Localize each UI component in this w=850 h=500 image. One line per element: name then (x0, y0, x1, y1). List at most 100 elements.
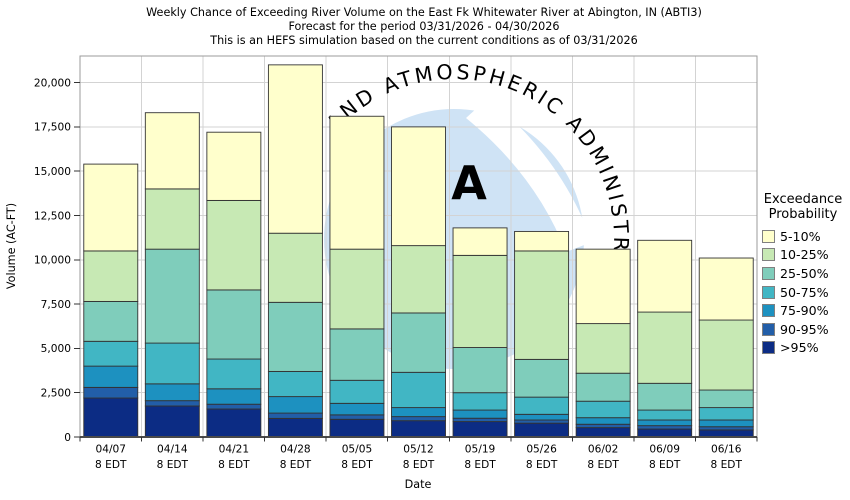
bar-segment (329, 418, 385, 438)
bar-segment (698, 319, 754, 391)
bar-segment (144, 188, 200, 250)
bar-segment (83, 250, 139, 302)
bar-segment (637, 409, 693, 421)
y-tick-label: 0 (64, 432, 71, 444)
legend-item: 50-75% (757, 283, 849, 302)
bar-segment (698, 426, 754, 431)
bar-segment (514, 422, 570, 438)
legend: Exceedance Probability 5-10% 10-25% 25-50%… (757, 192, 849, 357)
chart-subtitle2: This is an HEFS simulation based on the … (209, 34, 637, 47)
bar-segment (391, 312, 446, 373)
x-tick-label-date: 06/16 (711, 444, 742, 456)
bar-segment (329, 248, 385, 330)
x-tick-label-time: 8 EDT (157, 459, 189, 471)
bar-segment (206, 131, 262, 201)
bar-segment (575, 248, 631, 325)
legend-item: >95% (757, 339, 849, 358)
bar-segment (267, 64, 323, 234)
bar-segment (452, 227, 508, 256)
legend-item: 90-95% (757, 320, 849, 339)
legend-label: 90-95% (780, 321, 829, 337)
bar-segment (637, 419, 693, 427)
bar-segment (267, 301, 323, 372)
bar-segment (206, 403, 262, 410)
legend-swatch (762, 304, 775, 318)
bar-segment (391, 420, 446, 438)
bar-segment (514, 250, 570, 360)
bar-segment (637, 239, 693, 313)
y-tick-label: 10,000 (34, 255, 71, 267)
bar-segment (452, 409, 508, 419)
x-tick-label-date: 04/07 (96, 444, 127, 456)
y-tick-label: 5,000 (41, 343, 72, 355)
x-axis-title: Date (405, 478, 432, 491)
bar-segment (267, 232, 323, 303)
legend-swatch (762, 322, 775, 336)
bar-segment (144, 400, 200, 407)
x-tick-label-time: 8 EDT (526, 459, 558, 471)
bar-segment (83, 300, 139, 342)
bar-segment (391, 371, 446, 409)
bar-segment (637, 425, 693, 430)
bar-segment (698, 407, 754, 421)
bar-segment (514, 413, 570, 421)
x-tick-label-time: 8 EDT (587, 459, 619, 471)
bar-segment (206, 358, 262, 390)
bar-segment (83, 397, 139, 438)
bar-segment (637, 311, 693, 384)
x-tick-label-date: 05/05 (342, 444, 373, 456)
chart-subtitle: Forecast for the period 03/31/2026 - 04/… (288, 20, 559, 33)
legend-item: 5-10% (757, 227, 849, 246)
bar-segment (698, 257, 754, 321)
bars (83, 64, 754, 438)
x-tick-label-date: 06/09 (649, 444, 680, 456)
x-tick-label-date: 05/19 (465, 444, 496, 456)
chart-title: Weekly Chance of Exceeding River Volume … (146, 6, 702, 19)
legend-label: 50-75% (780, 284, 829, 300)
legend-title-line2: Probability (768, 206, 838, 222)
bar-segment (83, 163, 139, 252)
bar-segment (83, 340, 139, 367)
bar-segment (452, 347, 508, 394)
bar-segment (206, 199, 262, 291)
x-tick-label-time: 8 EDT (95, 459, 127, 471)
legend-swatch (762, 285, 775, 299)
x-tick-label-time: 8 EDT (403, 459, 435, 471)
bar-segment (452, 417, 508, 423)
bar-segment (514, 419, 570, 424)
legend-items: 5-10% 10-25% 25-50% 50-75% 75-90% 90-95% >95% (757, 227, 849, 357)
legend-swatch (762, 229, 775, 243)
bar-segment (514, 396, 570, 415)
bar-segment (144, 342, 200, 385)
bar-segment (206, 289, 262, 360)
x-tick-label-date: 05/26 (526, 444, 557, 456)
y-tick-label: 2,500 (41, 387, 72, 399)
legend-label: 25-50% (780, 265, 829, 281)
bar-segment (144, 112, 200, 190)
bar-segment (391, 245, 446, 314)
legend-label: 75-90% (780, 303, 829, 319)
legend-label: 5-10% (780, 228, 821, 244)
y-tick-label: 17,500 (34, 122, 71, 134)
bar-segment (452, 254, 508, 348)
bar-segment (637, 428, 693, 438)
legend-swatch (762, 341, 775, 355)
bar-segment (575, 427, 631, 438)
y-tick-label: 20,000 (34, 77, 71, 89)
bar-segment (206, 388, 262, 405)
axes: 0 2,500 5,000 7,500 10,000 12,500 15,000 17,500… (34, 55, 758, 471)
bar-segment (83, 365, 139, 388)
legend-label: >95% (780, 340, 819, 356)
bar-segment (575, 372, 631, 402)
x-tick-label-time: 8 EDT (711, 459, 743, 471)
bar-segment (267, 370, 323, 398)
legend-label: 10-25% (780, 247, 829, 263)
x-tick-label-time: 8 EDT (649, 459, 681, 471)
x-tick-label-date: 04/14 (157, 444, 188, 456)
bar-segment (391, 416, 446, 422)
bar-segment (391, 126, 446, 247)
bar-segment (144, 405, 200, 438)
bar-segment (575, 400, 631, 419)
